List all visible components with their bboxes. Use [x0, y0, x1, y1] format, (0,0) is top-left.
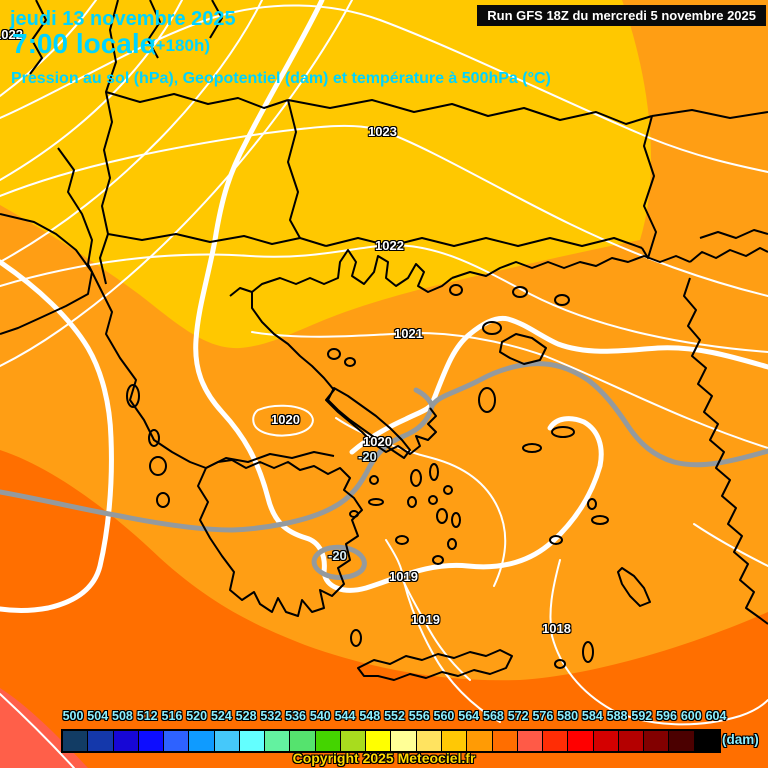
colorbar-cell — [669, 731, 694, 751]
colorbar-cell — [492, 731, 517, 751]
isotherm-label: -20 — [328, 548, 347, 563]
colorbar-cell — [189, 731, 214, 751]
colorbar-cell — [239, 731, 265, 751]
colorbar-cell — [416, 731, 441, 751]
coast-peloponnese — [197, 459, 363, 617]
colorbar-tick: 560 — [433, 709, 455, 723]
colorbar-cell — [441, 731, 467, 751]
time-label: 7:00 locale — [12, 28, 156, 59]
colorbar-tick: 520 — [186, 709, 208, 723]
colorbar-cell — [138, 731, 164, 751]
colorbar-cell — [391, 731, 416, 751]
colorbar-tick: 588 — [606, 709, 628, 723]
colorbar-tick: 576 — [532, 709, 554, 723]
colorbar-cell — [517, 731, 543, 751]
colorbar-cell — [214, 731, 239, 751]
run-info-badge: Run GFS 18Z du mercredi 5 novembre 2025 — [477, 5, 766, 26]
colorbar-cell — [543, 731, 568, 751]
colorbar-cell — [290, 731, 315, 751]
colorbar-tick: 592 — [631, 709, 653, 723]
islands — [126, 284, 651, 669]
colorbar-tick: 596 — [656, 709, 677, 723]
colorbar-tick: 564 — [458, 709, 480, 723]
map-subtitle: Pression au sol (hPa), Geopotentiel (dam… — [11, 70, 551, 87]
colorbar-cell — [63, 731, 88, 751]
colorbar-tick: 504 — [87, 709, 109, 723]
colorbar-tick: 524 — [210, 709, 232, 723]
colorbar-tick: 568 — [482, 709, 504, 723]
colorbar-tick: 580 — [557, 709, 579, 723]
coastlines-borders — [0, 0, 768, 681]
isotherm-lines — [0, 361, 768, 580]
coast-west-greece — [57, 147, 207, 469]
colorbar-cell — [340, 731, 366, 751]
colorbar-tick: 536 — [285, 709, 306, 723]
isobar-label: 1020 — [363, 434, 392, 449]
colorbar-tick: 584 — [581, 709, 603, 723]
colorbar-cell — [568, 731, 593, 751]
coast-turkey — [683, 277, 768, 625]
isobar-label: 1023 — [368, 124, 397, 139]
colorbar-tick: 548 — [359, 709, 381, 723]
fill-deep-orange — [0, 450, 768, 768]
colorbar-cell — [467, 731, 492, 751]
colorbar-tick: 532 — [260, 709, 282, 723]
colorbar-cell — [88, 731, 113, 751]
date-label: jeudi 13 novembre 2025 — [10, 8, 236, 30]
colorbar-tick-labels: 500 504 508 512 516 520 524 528 532 536 540 544 548 5… — [0, 709, 768, 725]
colorbar-cell — [694, 731, 719, 751]
colorbar-tick: 540 — [309, 709, 331, 723]
isobar-label: 1022 — [0, 27, 23, 42]
colorbar-tick: 500 — [62, 709, 84, 723]
colorbar-cell — [164, 731, 189, 751]
colorbar-tick: 508 — [112, 709, 133, 723]
colorbar-tick: 544 — [334, 709, 356, 723]
fill-gold-band — [0, 0, 652, 349]
colorbar-tick: 528 — [235, 709, 257, 723]
colorbar-tick: 516 — [161, 709, 183, 723]
isobar-label: 1020 — [271, 412, 300, 427]
colorbar-tick: 604 — [705, 709, 727, 723]
colorbar-tick: 556 — [408, 709, 430, 723]
forecast-offset-label: (+180h) — [150, 36, 210, 55]
colorbar-cell — [618, 731, 644, 751]
colorbar-cell — [113, 731, 138, 751]
isobar-label: 1022 — [375, 238, 404, 253]
colorbar — [61, 729, 721, 753]
colorbar-unit-label: (dam) — [722, 732, 759, 747]
isobar-label: 1019 — [389, 569, 418, 584]
colorbar-cell — [644, 731, 669, 751]
copyright-label: Copyright 2025 Meteociel.fr — [292, 750, 476, 766]
coast-euboea — [327, 387, 411, 459]
isobar-label: 1019 — [411, 612, 440, 627]
colorbar-tick: 600 — [680, 709, 702, 723]
colorbar-cell — [593, 731, 618, 751]
isobar-label: 1018 — [542, 621, 571, 636]
isotherm-label: -20 — [358, 449, 377, 464]
colorbar-tick: 512 — [136, 709, 158, 723]
geopotential-lines — [0, 0, 768, 613]
colorbar-cell — [265, 731, 290, 751]
coast-east-mainland — [229, 249, 453, 297]
border-albania — [99, 0, 119, 285]
coast-italy-heel — [0, 213, 93, 335]
coast-crete — [357, 649, 513, 681]
colorbar-tick: 552 — [384, 709, 405, 723]
colorbar-tick: 572 — [507, 709, 529, 723]
isobar-label: 1021 — [394, 326, 423, 341]
colorbar-cell — [366, 731, 391, 751]
colorbar-cell — [315, 731, 340, 751]
